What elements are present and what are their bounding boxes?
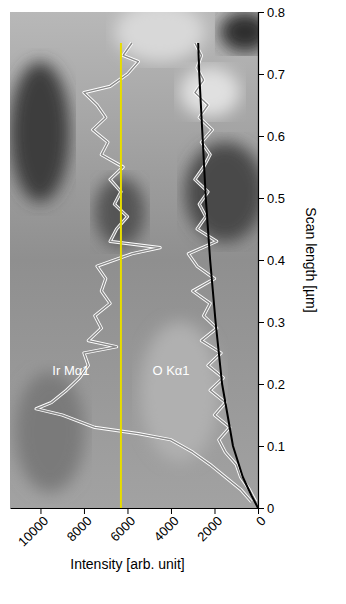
x-tick-mark xyxy=(171,508,172,514)
x-tick: 4000 xyxy=(151,508,182,544)
x-axis: 1000080006000400020000 xyxy=(11,508,269,549)
y-tick: 0.2 xyxy=(258,377,285,392)
x-tick-mark xyxy=(127,508,128,514)
y-tick-mark xyxy=(258,136,264,137)
series-group xyxy=(36,43,258,508)
x-tick: 6000 xyxy=(107,508,138,544)
y-tick-label: 0.4 xyxy=(267,253,285,268)
line-outline xyxy=(188,43,255,502)
x-tick: 8000 xyxy=(64,508,95,544)
y-tick: 0 xyxy=(258,501,274,516)
y-tick-mark xyxy=(258,198,264,199)
y-tick-label: 0.2 xyxy=(267,377,285,392)
y-tick-mark xyxy=(258,322,264,323)
y-tick-label: 0.1 xyxy=(267,439,285,454)
background-blob xyxy=(15,372,85,492)
y-tick: 0.1 xyxy=(258,439,285,454)
plot: Ir Mα1 O Kα1 10000 8000 6000 4000 2000 00 0.1 0.2… xyxy=(10,2,285,549)
y-tick: 0.6 xyxy=(258,129,285,144)
background-blob xyxy=(180,67,240,117)
y-tick-mark xyxy=(258,446,264,447)
x-tick-mark xyxy=(84,508,85,514)
series-label: Ir Mα1 xyxy=(52,363,89,378)
y-tick: 0.4 xyxy=(258,253,285,268)
background-blob xyxy=(10,62,70,202)
y-tick-label: 0.8 xyxy=(267,5,285,20)
y-tick: 0.7 xyxy=(258,67,285,82)
y-tick-mark xyxy=(258,12,264,13)
y-tick-label: 0.3 xyxy=(267,315,285,330)
background-blob xyxy=(220,12,258,52)
y-tick: 0.3 xyxy=(258,315,285,330)
background-blob xyxy=(115,12,205,62)
reference-line xyxy=(120,43,122,508)
background xyxy=(10,12,258,508)
y-tick-mark xyxy=(258,384,264,385)
y-tick-label: 0.5 xyxy=(267,191,285,206)
series-label: O Kα1 xyxy=(152,363,189,378)
x-tick-label: 6000 xyxy=(107,513,138,544)
x-tick-mark xyxy=(40,508,41,514)
x-tick: 10000 xyxy=(15,508,51,549)
frame xyxy=(10,12,258,13)
x-tick: 2000 xyxy=(194,508,225,544)
background-image xyxy=(10,12,258,508)
x-axis-title: Intensity [arb. unit] xyxy=(70,556,184,572)
background-blob xyxy=(185,142,258,242)
scan-line xyxy=(36,43,251,502)
y-tick-label: 0.6 xyxy=(267,129,285,144)
chart: Ir Mα1 O Kα1 10000 8000 6000 4000 2000 00 0.1 0.2… xyxy=(0,0,346,604)
reference-line xyxy=(198,43,258,508)
y-axis: 0 0.1 0.2 0.3 0.4 0.5 0.6 0.7 0.8 xyxy=(258,5,285,516)
x-tick-label: 8000 xyxy=(64,513,95,544)
y-tick: 0.8 xyxy=(258,5,285,20)
y-tick-label: 0 xyxy=(267,501,274,516)
y-tick: 0.5 xyxy=(258,191,285,206)
x-axis-line xyxy=(11,508,259,509)
x-tick-label: 2000 xyxy=(194,513,225,544)
x-tick-mark xyxy=(214,508,215,514)
y-tick-mark xyxy=(258,74,264,75)
y-axis-title: Scan length [µm] xyxy=(303,207,319,312)
y-tick-mark xyxy=(258,260,264,261)
x-tick-label: 10000 xyxy=(15,513,51,549)
y-tick-mark xyxy=(258,508,264,509)
x-tick-label: 4000 xyxy=(151,513,182,544)
line-outline xyxy=(36,43,251,502)
y-tick-label: 0.7 xyxy=(267,67,285,82)
scan-line xyxy=(188,43,255,502)
